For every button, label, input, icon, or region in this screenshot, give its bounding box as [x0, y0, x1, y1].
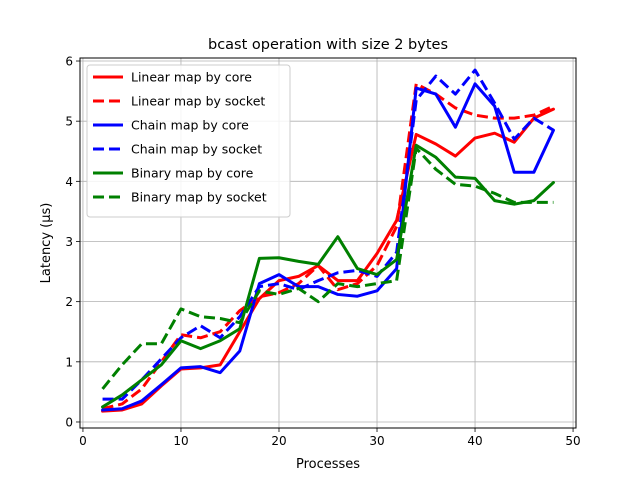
x-tick-label: 10 [173, 434, 188, 448]
x-tick-label: 40 [467, 434, 482, 448]
series-line [101, 143, 555, 409]
legend-label: Binary map by core [131, 166, 254, 181]
plot-area-frame [79, 57, 577, 429]
x-tick-label: 50 [565, 434, 580, 448]
legend-label: Chain map by socket [131, 142, 262, 157]
legend: Linear map by core Linear map by socket Ch… [86, 64, 291, 218]
legend-label: Binary map by socket [131, 190, 267, 205]
series-line [101, 146, 554, 390]
legend-label: Linear map by socket [131, 94, 265, 109]
y-tick-label: 1 [65, 355, 73, 369]
y-tick-label: 4 [65, 175, 73, 189]
legend-label: Linear map by core [131, 70, 252, 85]
x-tick-label: 20 [271, 434, 286, 448]
y-tick-label: 0 [65, 415, 73, 429]
x-axis-label: Processes [296, 457, 360, 472]
y-tick-label: 6 [65, 55, 73, 69]
x-tick-label: 0 [79, 434, 87, 448]
chart-title: bcast operation with size 2 bytes [208, 37, 448, 53]
axis-ticks: 0 10 20 30 40 50 0 1 2 3 4 5 6 [65, 55, 580, 448]
y-tick-label: 5 [65, 115, 73, 129]
y-axis-label: Latency (μs) [39, 203, 54, 284]
legend-label: Chain map by core [131, 118, 249, 133]
series-line [101, 82, 555, 412]
legend-box [86, 64, 291, 218]
series-line [102, 68, 555, 401]
x-tick-label: 30 [369, 434, 384, 448]
series-lines [101, 68, 555, 413]
y-tick-label: 3 [65, 235, 73, 249]
y-tick-label: 2 [65, 295, 73, 309]
